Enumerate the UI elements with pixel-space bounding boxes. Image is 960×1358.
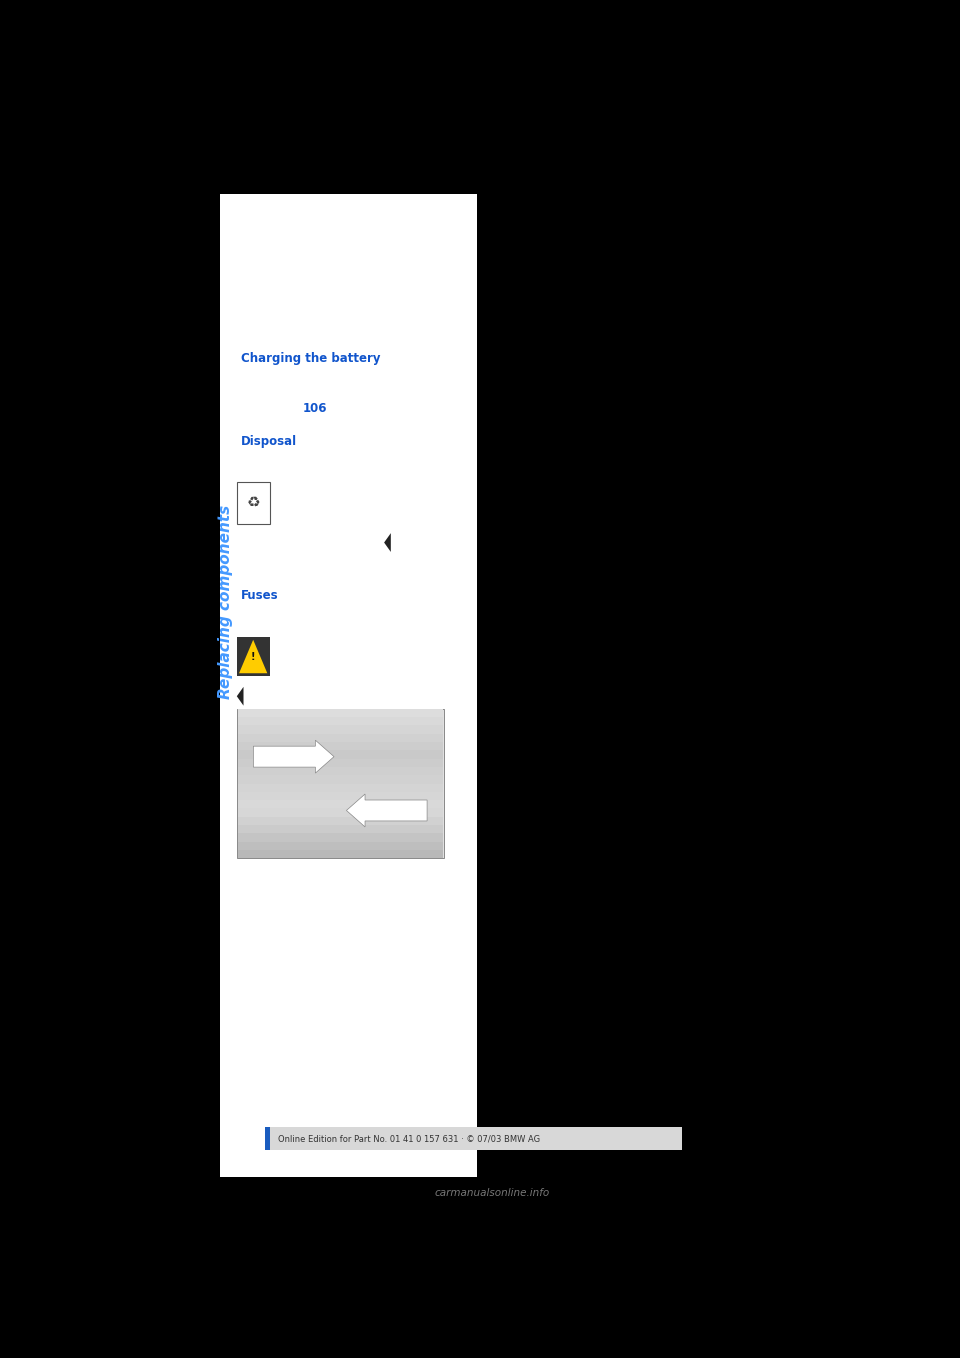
Polygon shape <box>384 534 391 551</box>
Bar <box>237 826 443 834</box>
Bar <box>237 784 443 792</box>
Bar <box>237 717 443 725</box>
Bar <box>237 834 443 842</box>
Bar <box>237 767 443 775</box>
Text: Online Edition for Part No. 01 41 0 157 631 · © 07/03 BMW AG: Online Edition for Part No. 01 41 0 157 … <box>277 1134 540 1143</box>
Bar <box>265 1127 271 1150</box>
Bar <box>237 482 271 524</box>
Polygon shape <box>239 640 267 674</box>
Bar <box>237 709 443 717</box>
Text: 106: 106 <box>302 402 326 414</box>
FancyArrow shape <box>347 794 427 827</box>
Bar <box>265 1127 682 1150</box>
Bar <box>237 733 443 741</box>
Text: carmanualsonline.info: carmanualsonline.info <box>434 1188 550 1198</box>
FancyArrow shape <box>253 740 334 773</box>
Bar <box>237 792 443 800</box>
Bar <box>237 800 443 808</box>
Text: !: ! <box>251 652 255 661</box>
Text: Fuses: Fuses <box>241 589 278 602</box>
Bar <box>237 808 443 816</box>
Bar <box>237 842 443 850</box>
Bar <box>237 637 270 676</box>
Bar <box>237 759 443 767</box>
Text: Replacing components: Replacing components <box>218 505 233 699</box>
Text: Disposal: Disposal <box>241 436 297 448</box>
Bar <box>237 816 443 826</box>
Polygon shape <box>237 687 244 706</box>
Bar <box>237 751 443 759</box>
Bar <box>237 775 443 784</box>
Bar <box>237 850 443 858</box>
Text: ♻: ♻ <box>247 496 260 511</box>
Bar <box>237 741 443 751</box>
Bar <box>237 725 443 733</box>
Bar <box>221 194 477 1177</box>
Text: Charging the battery: Charging the battery <box>241 352 380 365</box>
Bar <box>237 709 444 858</box>
